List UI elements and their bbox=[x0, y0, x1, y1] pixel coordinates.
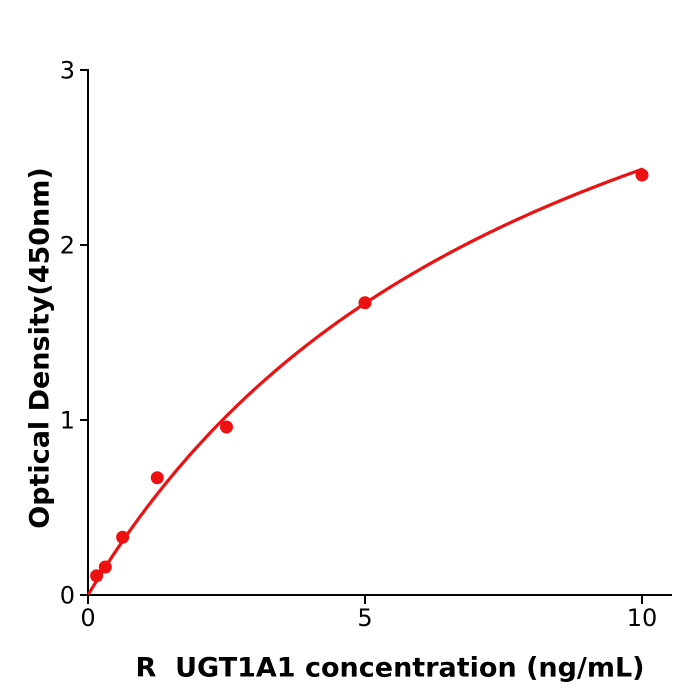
data-point bbox=[116, 530, 130, 544]
y-axis-title: Optical Density(450nm) bbox=[24, 167, 56, 529]
x-tick-label: 0 bbox=[80, 604, 95, 632]
data-point bbox=[635, 168, 649, 182]
x-axis-title: R UGT1A1 concentration (ng/mL) bbox=[135, 652, 645, 684]
y-tick-label: 3 bbox=[60, 57, 75, 85]
x-tick-label: 10 bbox=[627, 604, 658, 632]
data-point bbox=[150, 471, 164, 485]
y-tick-label: 2 bbox=[60, 232, 75, 260]
y-tick-label: 1 bbox=[60, 407, 75, 435]
fit-curve bbox=[87, 167, 644, 595]
data-point bbox=[98, 560, 112, 574]
x-tick-label: 5 bbox=[357, 604, 372, 632]
y-tick-label: 0 bbox=[60, 582, 75, 610]
data-point bbox=[358, 296, 372, 310]
data-point bbox=[90, 569, 104, 583]
data-point bbox=[220, 420, 233, 434]
